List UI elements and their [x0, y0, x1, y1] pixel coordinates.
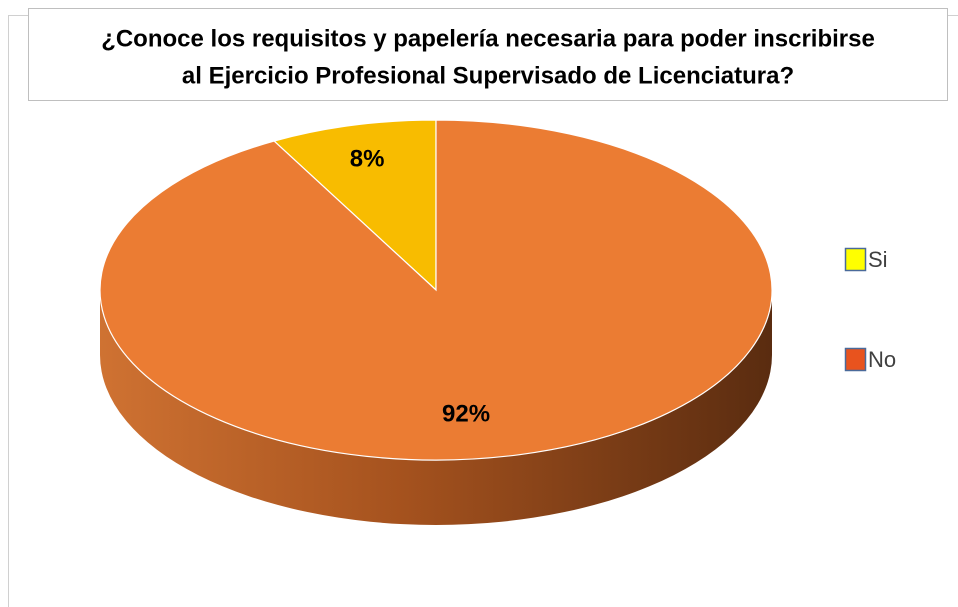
legend-label: Si	[868, 247, 888, 272]
slice	[272, 119, 437, 292]
data-label: 92%	[442, 400, 490, 427]
legend: Si No	[844, 247, 896, 372]
chart-title: ¿Conoce los requisitos y papelería neces…	[101, 25, 875, 52]
pie: 8% 92%	[99, 119, 773, 525]
title-box	[28, 8, 948, 101]
legend-swatch	[844, 247, 867, 272]
chart-title: al Ejercicio Profesional Supervisado de …	[182, 62, 794, 89]
slice	[99, 119, 773, 461]
legend-label: No	[868, 347, 896, 372]
slice-side	[100, 290, 772, 525]
legend-swatch	[844, 347, 867, 372]
data-label: 8%	[350, 146, 385, 173]
